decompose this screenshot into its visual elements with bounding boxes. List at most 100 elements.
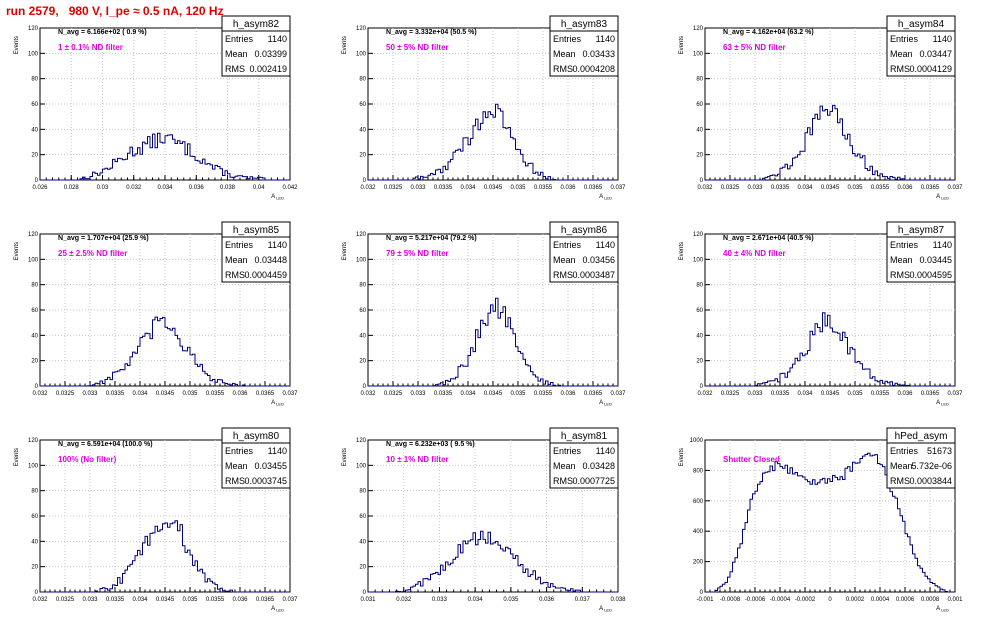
x-tick-label: 0.001 <box>947 597 963 603</box>
x-tick-label: -0.0006 <box>745 597 766 603</box>
y-tick-label: 40 <box>696 333 703 339</box>
y-tick-label: 20 <box>359 359 366 365</box>
histogram-name: h_asym80 <box>233 431 280 442</box>
x-tick-label: 0.034 <box>797 391 813 397</box>
x-tick-label: 0.0325 <box>721 391 740 397</box>
y-tick-label: 800 <box>693 468 704 474</box>
x-tick-label: 0.037 <box>610 391 626 397</box>
filter-note: 25 ± 2.5% ND filter <box>58 249 127 258</box>
y-tick-label: 40 <box>31 333 38 339</box>
x-tick-label: 0.037 <box>282 597 298 603</box>
x-tick-label: 0.034 <box>132 597 148 603</box>
y-tick-label: 80 <box>359 489 366 495</box>
x-tick-label: 0.037 <box>610 185 626 191</box>
x-tick-label: 0.0355 <box>206 391 225 397</box>
y-axis-label: Events <box>679 448 685 466</box>
x-tick-label: 0.0004 <box>871 597 890 603</box>
histogram-series <box>368 297 618 387</box>
y-tick-label: 400 <box>693 529 704 535</box>
x-tick-label: 0.0365 <box>256 597 275 603</box>
x-axis-label: A LED <box>936 606 949 613</box>
x-tick-label: 0.033 <box>410 185 426 191</box>
x-tick-label: -0.0002 <box>795 597 816 603</box>
y-tick-label: 120 <box>693 232 704 238</box>
x-tick-label: 0.0002 <box>846 597 865 603</box>
histogram-series <box>40 132 290 181</box>
histogram-name: h_asym85 <box>233 225 280 236</box>
stat-label: Entries <box>553 34 582 44</box>
histogram-series <box>40 316 290 387</box>
stat-label: Mean <box>890 461 913 471</box>
x-axis-label: A LED <box>271 606 284 613</box>
y-axis-label: Events <box>342 448 348 466</box>
x-tick-label: 0.0335 <box>771 185 790 191</box>
stat-label: RMS <box>553 270 573 280</box>
y-tick-label: 40 <box>31 539 38 545</box>
y-tick-label: 60 <box>696 102 703 108</box>
stat-label: RMS <box>890 64 910 74</box>
stat-value: 1140 <box>596 240 615 250</box>
x-tick-label: -0.0004 <box>770 597 791 603</box>
y-axis-label: Events <box>14 242 20 260</box>
x-tick-label: 0.034 <box>468 597 484 603</box>
x-tick-label: 0.0006 <box>896 597 915 603</box>
stats-box <box>221 221 291 283</box>
stat-label: Entries <box>225 240 254 250</box>
x-tick-label: 0.032 <box>697 185 713 191</box>
stat-value: 0.03455 <box>254 461 287 471</box>
y-tick-label: 100 <box>693 257 704 263</box>
x-tick-label: 0.035 <box>503 597 519 603</box>
x-tick-label: 0.0365 <box>256 391 275 397</box>
x-tick-label: 0.036 <box>560 391 576 397</box>
x-tick-label: 0.032 <box>360 185 376 191</box>
stat-value: 1140 <box>268 446 287 456</box>
x-tick-label: 0.036 <box>897 391 913 397</box>
x-tick-label: 0.042 <box>282 185 298 191</box>
x-axis-label: A LED <box>599 194 612 201</box>
x-tick-label: 0.033 <box>747 185 763 191</box>
y-tick-label: 60 <box>359 102 366 108</box>
x-tick-label: 0.0335 <box>434 185 453 191</box>
y-tick-label: 200 <box>693 560 704 566</box>
x-tick-label: 0.037 <box>947 185 963 191</box>
y-tick-label: 0 <box>35 178 39 184</box>
filter-note: 1 ± 0.1% ND filter <box>58 43 123 52</box>
stat-value: 0.03399 <box>254 49 287 59</box>
stat-value: 0.0003487 <box>572 270 615 280</box>
y-tick-label: 0 <box>700 178 704 184</box>
stat-label: RMS <box>225 64 245 74</box>
y-tick-label: 100 <box>693 51 704 57</box>
y-tick-label: 40 <box>359 127 366 133</box>
stat-value: 1140 <box>596 446 615 456</box>
y-tick-label: 80 <box>696 283 703 289</box>
x-axis-label: A LED <box>599 606 612 613</box>
x-tick-label: 0.0345 <box>156 391 175 397</box>
y-tick-label: 100 <box>28 257 39 263</box>
y-tick-label: 20 <box>359 565 366 571</box>
x-tick-label: 0.037 <box>575 597 591 603</box>
histogram-name: h_asym84 <box>898 19 945 30</box>
y-tick-label: 100 <box>28 463 39 469</box>
x-tick-label: -0.001 <box>696 597 714 603</box>
stats-box <box>886 15 956 77</box>
x-axis-label: A LED <box>936 194 949 201</box>
stat-label: RMS <box>553 476 573 486</box>
histogram-panel: -0.001 -0.0008 -0.0006 -0.0004 -0.0002 0 0.000… <box>679 427 963 613</box>
stat-value: 0.03428 <box>582 461 615 471</box>
y-tick-label: 80 <box>359 283 366 289</box>
stat-label: RMS <box>225 476 245 486</box>
n-avg-label: N_avg = 3.332e+04 (50.5 %) <box>386 29 477 36</box>
x-tick-label: 0.0325 <box>56 597 75 603</box>
y-tick-label: 60 <box>696 308 703 314</box>
stat-value: 0.0004595 <box>909 270 952 280</box>
x-tick-label: 0.035 <box>182 391 198 397</box>
x-tick-label: 0.0325 <box>384 185 403 191</box>
stat-value: 0.0004208 <box>572 64 615 74</box>
y-tick-label: 60 <box>359 308 366 314</box>
stat-label: Mean <box>225 461 248 471</box>
y-axis-label: Events <box>679 242 685 260</box>
filter-note: 79 ± 5% ND filter <box>386 249 449 258</box>
stat-label: Mean <box>553 255 576 265</box>
y-tick-label: 1000 <box>690 438 704 444</box>
x-tick-label: 0.033 <box>82 597 98 603</box>
